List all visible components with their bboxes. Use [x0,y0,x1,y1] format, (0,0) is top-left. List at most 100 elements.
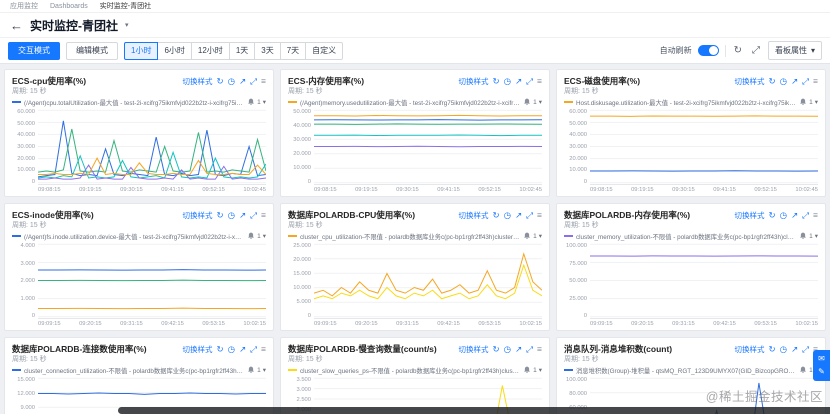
share-icon[interactable]: ↗ [239,343,247,354]
mail-icon[interactable]: ✉ [818,354,825,363]
switch-style-link[interactable]: 切换样式 [458,76,489,86]
clock-icon[interactable]: ◷ [503,209,512,220]
range-custom-button[interactable]: 自定义 [305,41,344,60]
interact-mode-button[interactable]: 交互模式 [8,41,60,60]
refresh-icon[interactable]: ↻ [768,343,776,354]
refresh-icon[interactable]: ↻ [492,343,500,354]
edit-mode-button[interactable]: 编辑模式 [66,41,118,60]
legend-label[interactable]: (/Agent)memory.usedutilization-最大值 - tes… [300,99,521,107]
fullscreen-icon[interactable]: ⤢ [250,343,258,354]
share-icon[interactable]: ↗ [515,209,523,220]
nav-item-dashboards[interactable]: Dashboards [50,2,88,10]
line-chart[interactable] [314,243,542,319]
share-icon[interactable]: ↗ [239,209,247,220]
switch-style-link[interactable]: 切换样式 [458,344,489,354]
legend-label[interactable]: (/Agent)cpu.totalUtilization-最大值 - test-… [24,99,245,107]
clock-icon[interactable]: ◷ [503,343,512,354]
clock-icon[interactable]: ◷ [779,343,788,354]
alarm-indicator[interactable]: 1 ▾ [523,232,542,240]
nav-item-current[interactable]: 实时监控-青团社 [99,3,152,10]
switch-style-link[interactable]: 切换样式 [182,344,213,354]
legend-label[interactable]: cluster_memory_utilization-不限值 - polardb… [576,233,796,241]
refresh-icon[interactable]: ↻ [216,343,224,354]
line-chart[interactable] [314,109,542,185]
menu-icon[interactable]: ≡ [261,343,266,354]
menu-icon[interactable]: ≡ [813,75,818,86]
refresh-icon[interactable]: ↻ [492,75,500,86]
chevron-down-icon[interactable]: ▾ [125,22,129,29]
bell-icon [248,232,255,240]
clock-icon[interactable]: ◷ [503,75,512,86]
fullscreen-icon[interactable]: ⤢ [526,343,534,354]
line-chart[interactable] [590,109,818,185]
alarm-indicator[interactable]: 1 ▾ [523,366,542,374]
legend-label[interactable]: cluster_slow_queries_ps-不限值 - polardb数据库… [300,367,521,375]
refresh-icon[interactable]: ↻ [768,75,776,86]
alarm-indicator[interactable]: 1 ▾ [247,232,266,240]
alarm-indicator[interactable]: 1 ▾ [799,98,818,106]
fullscreen-icon[interactable]: ⤢ [751,45,760,56]
menu-icon[interactable]: ≡ [261,75,266,86]
refresh-icon[interactable]: ↻ [733,45,742,56]
share-icon[interactable]: ↗ [791,209,799,220]
clock-icon[interactable]: ◷ [779,75,788,86]
share-icon[interactable]: ↗ [239,75,247,86]
board-properties-dropdown[interactable]: 看板属性 ▾ [767,41,822,60]
fullscreen-icon[interactable]: ⤢ [526,75,534,86]
alarm-indicator[interactable]: 1 ▾ [523,98,542,106]
range-1d-button[interactable]: 1天 [228,41,256,60]
refresh-icon[interactable]: ↻ [216,209,224,220]
line-chart[interactable] [590,243,818,319]
menu-icon[interactable]: ≡ [261,209,266,220]
back-arrow-icon[interactable]: ← [10,17,23,33]
edit-icon[interactable]: ✎ [818,367,825,376]
refresh-icon[interactable]: ↻ [216,75,224,86]
auto-refresh-toggle[interactable] [697,45,719,56]
clock-icon[interactable]: ◷ [227,209,236,220]
alarm-indicator[interactable]: 1 ▾ [799,232,818,240]
clock-icon[interactable]: ◷ [227,343,236,354]
range-7d-button[interactable]: 7天 [279,41,307,60]
legend-label[interactable]: 消息堆积数(Group)-堆积量 - qtsMQ_RGT_123D9UMYX07… [576,367,796,375]
bottom-scrollbar[interactable] [118,407,830,414]
fullscreen-icon[interactable]: ⤢ [802,209,810,220]
switch-style-link[interactable]: 切换样式 [182,210,213,220]
clock-icon[interactable]: ◷ [227,75,236,86]
menu-icon[interactable]: ≡ [537,209,542,220]
fullscreen-icon[interactable]: ⤢ [526,209,534,220]
alarm-indicator[interactable]: 1 ▾ [247,98,266,106]
feedback-widget[interactable]: ✉ ✎ [813,350,830,381]
clock-icon[interactable]: ◷ [779,209,788,220]
range-3d-button[interactable]: 3天 [254,41,281,60]
refresh-icon[interactable]: ↻ [492,209,500,220]
menu-icon[interactable]: ≡ [813,209,818,220]
switch-style-link[interactable]: 切换样式 [734,344,765,354]
alarm-indicator[interactable]: 1 ▾ [247,366,266,374]
switch-style-link[interactable]: 切换样式 [734,76,765,86]
legend-label[interactable]: cluster_connection_utilization-不限值 - pol… [24,367,244,375]
fullscreen-icon[interactable]: ⤢ [250,75,258,86]
share-icon[interactable]: ↗ [515,343,523,354]
switch-style-link[interactable]: 切换样式 [458,210,489,220]
refresh-icon[interactable]: ↻ [768,209,776,220]
line-chart[interactable] [38,109,266,185]
line-chart[interactable] [38,243,266,319]
menu-icon[interactable]: ≡ [813,343,818,354]
range-1h-button[interactable]: 1小时 [124,41,159,60]
share-icon[interactable]: ↗ [515,75,523,86]
range-12h-button[interactable]: 12小时 [190,41,230,60]
fullscreen-icon[interactable]: ⤢ [802,343,810,354]
menu-icon[interactable]: ≡ [537,343,542,354]
switch-style-link[interactable]: 切换样式 [734,210,765,220]
range-6h-button[interactable]: 6小时 [157,41,192,60]
legend-label[interactable]: Host.diskusage.utilization-最大值 - test-2i… [576,99,796,107]
fullscreen-icon[interactable]: ⤢ [802,75,810,86]
legend-label[interactable]: cluster_cpu_utilization-不限值 - polardb数据库… [300,233,520,241]
legend-label[interactable]: (/Agent)fs.inode.utilization.device-最大值 … [24,233,244,241]
fullscreen-icon[interactable]: ⤢ [250,209,258,220]
share-icon[interactable]: ↗ [791,75,799,86]
switch-style-link[interactable]: 切换样式 [182,76,213,86]
share-icon[interactable]: ↗ [791,343,799,354]
menu-icon[interactable]: ≡ [537,75,542,86]
nav-item-app-monitor[interactable]: 应用监控 [10,3,38,10]
